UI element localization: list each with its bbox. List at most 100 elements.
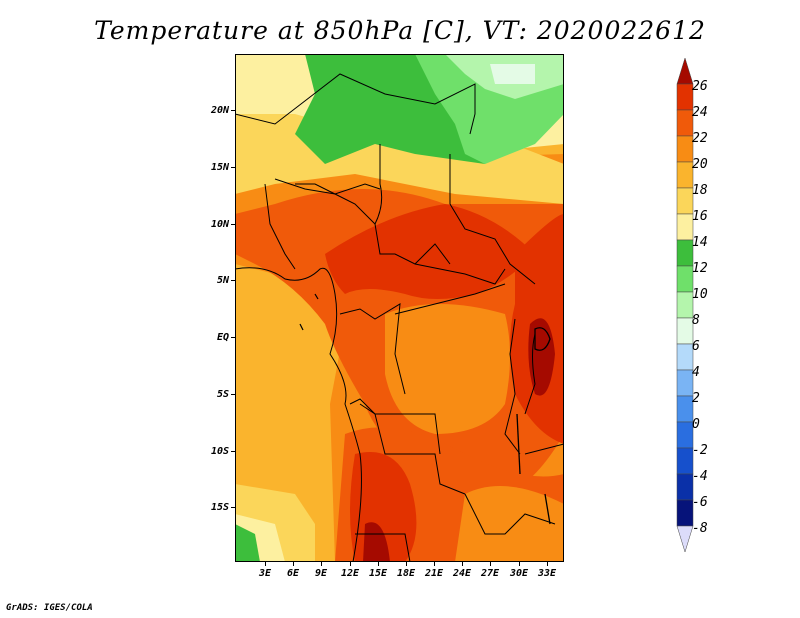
country-borders: [235, 73, 564, 562]
border-drc-west: [349, 398, 441, 455]
colorbar-label: 20: [692, 157, 708, 172]
lat-label: 15S: [210, 502, 229, 513]
lat-label: EQ: [216, 332, 229, 343]
colorbar-swatch: [676, 343, 694, 371]
colorbar-swatch: [676, 499, 694, 527]
lon-label: 3E: [258, 568, 272, 579]
colorbar-label: 6: [692, 339, 700, 354]
colorbar-swatch: [676, 213, 694, 241]
colorbar-bottom-arrow: [676, 525, 694, 553]
lat-label: 10S: [210, 446, 229, 457]
lon-label: 9E: [314, 568, 328, 579]
lon-label: 6E: [286, 568, 300, 579]
colorbar-swatch: [676, 83, 694, 111]
lon-tick: [378, 562, 379, 566]
lon-tick: [350, 562, 351, 566]
colorbar-label: 12: [692, 261, 708, 276]
lon-tick: [547, 562, 548, 566]
colorbar-label: 16: [692, 209, 708, 224]
lon-tick: [265, 562, 266, 566]
border-northern-states: [235, 73, 476, 135]
lat-tick: [231, 110, 235, 111]
colorbar-swatch: [676, 291, 694, 319]
lake-victoria: [534, 327, 551, 351]
colorbar-top-arrow: [676, 58, 694, 85]
colorbar-swatch: [676, 395, 694, 423]
colorbar-label: -6: [692, 495, 708, 510]
colorbar-swatch: [676, 265, 694, 293]
lat-label: 20N: [210, 105, 229, 116]
border-zambia: [464, 493, 556, 535]
lat-tick: [231, 167, 235, 168]
lat-label: 5N: [216, 275, 229, 286]
border-drc-north: [394, 283, 506, 315]
colorbar-swatch: [676, 317, 694, 345]
lon-label: 18E: [396, 568, 416, 579]
lon-tick: [293, 562, 294, 566]
lat-tick: [231, 394, 235, 395]
border-chad: [374, 144, 451, 265]
border-angola: [359, 403, 466, 495]
lat-tick: [231, 224, 235, 225]
lon-tick: [406, 562, 407, 566]
lakes: [516, 327, 551, 525]
lon-tick: [321, 562, 322, 566]
island-bioko: [314, 293, 319, 300]
border-rift-east: [504, 318, 521, 455]
chart-title: Temperature at 850hPa [C], VT: 202002261…: [94, 16, 706, 45]
colorbar-swatch: [676, 239, 694, 267]
colorbar-label: 24: [692, 105, 708, 120]
colorbar-swatch: [676, 109, 694, 137]
colorbar-swatch: [676, 135, 694, 163]
colorbar-label: 14: [692, 235, 708, 250]
coastline-west-africa: [235, 267, 362, 562]
lon-label: 24E: [452, 568, 472, 579]
lat-label: 15N: [210, 162, 229, 173]
field-hot-26b: [363, 522, 390, 562]
colorbar-swatch: [676, 369, 694, 397]
colorbar-label: 8: [692, 313, 700, 328]
colorbar-label: 22: [692, 131, 708, 146]
lake-tanganyika: [516, 413, 521, 475]
colorbar-label: -4: [692, 469, 708, 484]
colorbar-label: 4: [692, 365, 700, 380]
lat-tick: [231, 507, 235, 508]
lat-label: 10N: [210, 219, 229, 230]
colorbar-label: 2: [692, 391, 700, 406]
colorbar-label: 0: [692, 417, 700, 432]
islands: [299, 293, 319, 331]
field-congo-20: [385, 304, 510, 434]
lon-tick: [490, 562, 491, 566]
colorbar-label: 18: [692, 183, 708, 198]
colorbar-label: 26: [692, 79, 708, 94]
colorbar-swatch: [676, 187, 694, 215]
lon-label: 12E: [340, 568, 360, 579]
lat-tick: [231, 451, 235, 452]
border-niger: [295, 183, 376, 225]
border-nigeria-cameroon: [264, 183, 296, 270]
lon-label: 30E: [509, 568, 529, 579]
lon-label: 27E: [480, 568, 500, 579]
colorbar: [676, 58, 694, 553]
border-sudan: [449, 154, 536, 285]
field-sw-12: [235, 524, 260, 562]
colorbar-label: -2: [692, 443, 708, 458]
lon-tick: [519, 562, 520, 566]
lon-label: 33E: [537, 568, 557, 579]
lon-tick: [462, 562, 463, 566]
colorbar-swatch: [676, 421, 694, 449]
field-hot-24a: [325, 204, 535, 299]
field-north-6: [490, 64, 535, 84]
lon-tick: [434, 562, 435, 566]
grads-credit: GrADS: IGES/COLA: [6, 603, 93, 613]
border-tanzania: [524, 443, 564, 455]
lat-label: 5S: [216, 389, 229, 400]
lat-tick: [231, 337, 235, 338]
colorbar-swatch: [676, 161, 694, 189]
colorbar-swatch: [676, 447, 694, 475]
colorbar-swatch: [676, 473, 694, 501]
field-south-20: [455, 486, 564, 562]
island-sao-tome: [299, 323, 304, 331]
lon-label: 15E: [368, 568, 388, 579]
temperature-map: [235, 54, 564, 562]
